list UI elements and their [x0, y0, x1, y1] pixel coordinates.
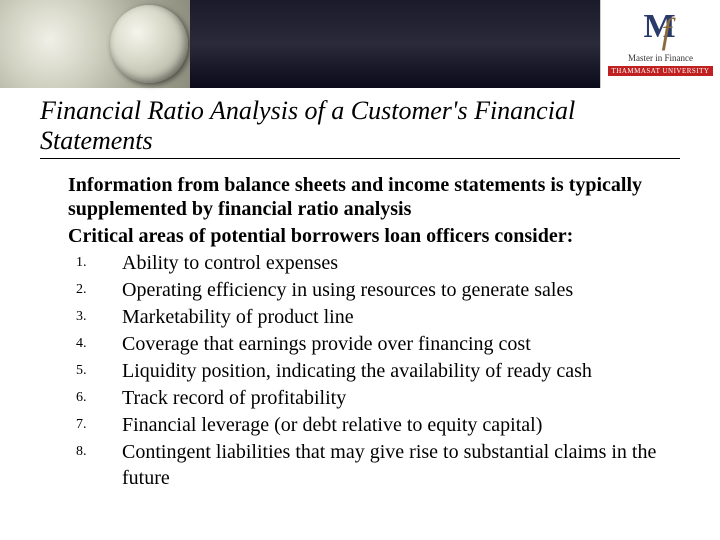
intro-paragraph-2: Critical areas of potential borrowers lo…: [68, 224, 670, 248]
slide-content: Financial Ratio Analysis of a Customer's…: [0, 88, 720, 491]
list-item: 4. Coverage that earnings provide over fi…: [68, 331, 670, 357]
list-item-text: Track record of profitability: [122, 387, 346, 409]
list-item: 7. Financial leverage (or debt relative t…: [68, 412, 670, 438]
list-number: 8.: [76, 443, 104, 461]
list-item: 5. Liquidity position, indicating the ava…: [68, 358, 670, 384]
list-number: 5.: [76, 362, 104, 380]
list-item-text: Coverage that earnings provide over fina…: [122, 333, 531, 355]
slide-title: Financial Ratio Analysis of a Customer's…: [40, 96, 680, 159]
logo-mark-icon: [636, 12, 686, 52]
header-banner: Master in Finance THAMMASAT UNIVERSITY: [0, 0, 720, 88]
list-number: 4.: [76, 335, 104, 353]
list-item-text: Financial leverage (or debt relative to …: [122, 414, 542, 436]
list-item-text: Ability to control expenses: [122, 252, 338, 274]
list-item-text: Contingent liabilities that may give ris…: [122, 441, 656, 489]
list-item: 8. Contingent liabilities that may give r…: [68, 439, 670, 491]
list-item-text: Marketability of product line: [122, 306, 354, 328]
logo-university-bar: THAMMASAT UNIVERSITY: [608, 66, 714, 76]
list-number: 3.: [76, 308, 104, 326]
list-item: 2. Operating efficiency in using resource…: [68, 277, 670, 303]
list-item: 6. Track record of profitability: [68, 385, 670, 411]
numbered-list: 1. Ability to control expenses 2. Operatin…: [68, 250, 670, 491]
intro-paragraph-1: Information from balance sheets and inco…: [68, 173, 670, 222]
list-item: 1. Ability to control expenses: [68, 250, 670, 276]
list-number: 2.: [76, 281, 104, 299]
list-item: 3. Marketability of product line: [68, 304, 670, 330]
list-item-text: Operating efficiency in using resources …: [122, 279, 573, 301]
list-number: 7.: [76, 416, 104, 434]
header-dark-strip: [190, 0, 600, 88]
header-coin-image: [0, 0, 200, 88]
list-item-text: Liquidity position, indicating the avail…: [122, 360, 592, 382]
list-number: 6.: [76, 389, 104, 407]
list-number: 1.: [76, 254, 104, 272]
logo-text: Master in Finance: [628, 54, 693, 64]
slide-body: Information from balance sheets and inco…: [40, 173, 680, 491]
header-logo: Master in Finance THAMMASAT UNIVERSITY: [600, 0, 720, 88]
